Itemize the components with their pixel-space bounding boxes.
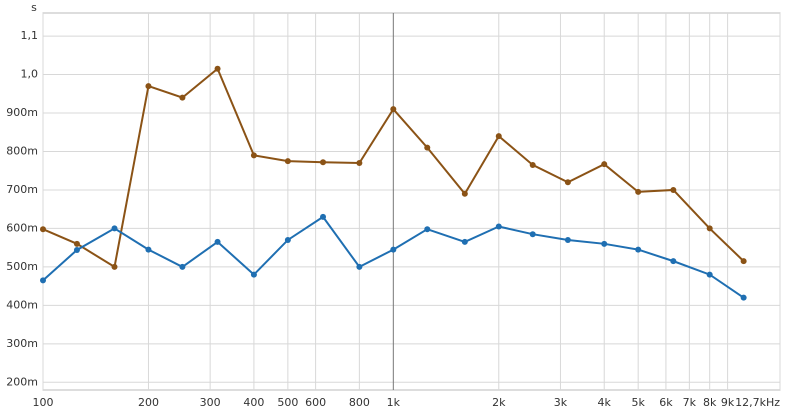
x-tick-label: 2k bbox=[492, 396, 506, 409]
data-point bbox=[214, 65, 221, 72]
x-tick-label: 400 bbox=[243, 396, 264, 409]
y-tick-label: 300m bbox=[6, 337, 38, 350]
data-point bbox=[461, 190, 468, 197]
x-tick-label: 6k bbox=[659, 396, 673, 409]
data-point bbox=[495, 133, 502, 140]
data-point bbox=[529, 231, 536, 238]
data-point bbox=[73, 246, 80, 253]
data-point bbox=[635, 188, 642, 195]
x-tick-label: 9k bbox=[721, 396, 735, 409]
data-point bbox=[601, 240, 608, 247]
data-point bbox=[111, 225, 118, 232]
y-tick-label: 800m bbox=[6, 144, 38, 157]
y-tick-label: 600m bbox=[6, 221, 38, 234]
y-tick-label: 400m bbox=[6, 298, 38, 311]
data-point bbox=[424, 144, 431, 151]
data-point bbox=[670, 186, 677, 193]
data-point bbox=[390, 106, 397, 113]
x-tick-label: 1k bbox=[387, 396, 401, 409]
y-tick-label: 1,1 bbox=[21, 29, 39, 42]
data-point bbox=[740, 294, 747, 301]
x-tick-label: 300 bbox=[200, 396, 221, 409]
x-tick-label: 800 bbox=[349, 396, 370, 409]
data-point bbox=[564, 236, 571, 243]
x-tick-label: 200 bbox=[138, 396, 159, 409]
data-point bbox=[40, 277, 46, 284]
data-point bbox=[356, 160, 363, 167]
x-tick-label: 4k bbox=[598, 396, 612, 409]
data-point bbox=[145, 246, 152, 253]
data-point bbox=[740, 258, 747, 265]
x-tick-label: 7k bbox=[683, 396, 697, 409]
data-point bbox=[706, 225, 713, 232]
data-point bbox=[670, 258, 677, 265]
y-unit: s bbox=[31, 1, 37, 14]
data-point bbox=[250, 271, 257, 278]
data-point bbox=[495, 223, 502, 230]
y-tick-label: 700m bbox=[6, 183, 38, 196]
data-point bbox=[529, 161, 536, 168]
data-point bbox=[424, 226, 431, 233]
x-tick-label: 500 bbox=[277, 396, 298, 409]
data-point bbox=[320, 213, 327, 220]
data-point bbox=[214, 238, 221, 245]
x-tick-label: 5k bbox=[631, 396, 645, 409]
data-point bbox=[390, 246, 397, 253]
x-tick-label: 12,7kHz bbox=[735, 396, 780, 409]
y-tick-label: 1,0 bbox=[21, 68, 39, 81]
x-tick-label: 100 bbox=[33, 396, 54, 409]
data-point bbox=[145, 83, 152, 90]
data-point bbox=[320, 159, 327, 166]
x-tick-label: 600 bbox=[305, 396, 326, 409]
data-point bbox=[73, 240, 80, 247]
x-tick-label: 3k bbox=[554, 396, 568, 409]
data-point bbox=[111, 263, 118, 270]
data-point bbox=[250, 152, 257, 159]
x-tick-label: 8k bbox=[703, 396, 717, 409]
y-tick-label: 500m bbox=[6, 260, 38, 273]
data-point bbox=[706, 271, 713, 278]
data-point bbox=[601, 161, 608, 168]
data-point bbox=[564, 179, 571, 186]
data-point bbox=[40, 226, 46, 233]
data-point bbox=[461, 238, 468, 245]
data-point bbox=[635, 246, 642, 253]
data-point bbox=[179, 94, 186, 101]
y-tick-label: 200m bbox=[6, 375, 38, 388]
y-tick-label: 900m bbox=[6, 106, 38, 119]
data-point bbox=[284, 158, 291, 165]
data-point bbox=[356, 263, 363, 270]
plot-area bbox=[42, 12, 781, 391]
data-point bbox=[179, 263, 186, 270]
data-point bbox=[284, 236, 291, 243]
